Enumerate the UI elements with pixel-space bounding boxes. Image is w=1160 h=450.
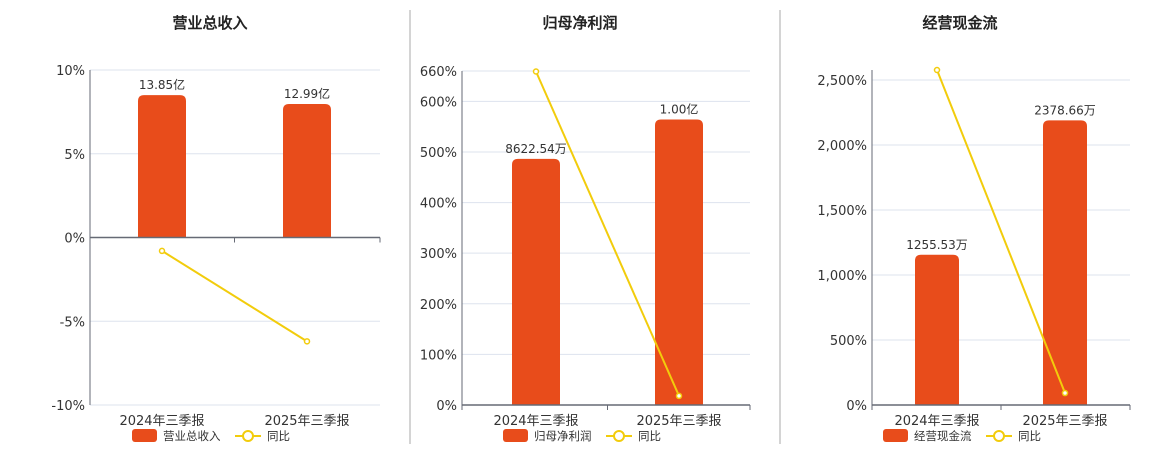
y-tick-label: -5% — [60, 315, 85, 330]
line-point — [933, 66, 941, 74]
line-series — [161, 250, 308, 343]
line-series — [936, 69, 1066, 394]
bar-data-label: 1.00亿 — [660, 102, 699, 117]
legend-line-marker — [993, 430, 1005, 442]
y-tick-label: 200% — [420, 298, 457, 313]
y-tick-label: 0% — [436, 399, 457, 414]
legend-bar-label: 营业总收入 — [163, 429, 221, 443]
legend-line-label: 同比 — [638, 429, 661, 443]
x-category-label: 2025年三季报 — [264, 414, 349, 429]
bar-data-label: 1255.53万 — [906, 238, 968, 252]
line-point — [675, 392, 683, 400]
y-tick-label: 10% — [56, 64, 85, 79]
y-tick-label: 2,000% — [817, 139, 867, 154]
legend-bar-label: 经营现金流 — [914, 429, 972, 443]
bar-data-label: 8622.54万 — [505, 142, 567, 156]
bar-data-label: 2378.66万 — [1034, 103, 1096, 117]
legend-line-marker — [242, 430, 254, 442]
y-tick-label: 0% — [64, 232, 85, 247]
bar-data-label: 12.99亿 — [284, 86, 330, 101]
bar — [138, 95, 186, 238]
x-category-label: 2024年三季报 — [119, 414, 204, 429]
legend-bar-swatch — [883, 429, 908, 442]
y-tick-label: 400% — [420, 197, 457, 212]
bar — [915, 254, 959, 405]
y-tick-label: -10% — [51, 399, 85, 414]
legend-line-label: 同比 — [267, 429, 290, 443]
y-tick-label: 2,500% — [817, 74, 867, 89]
y-tick-label: 1,000% — [817, 269, 867, 284]
bar — [512, 158, 560, 405]
y-tick-label: 500% — [830, 334, 867, 349]
chart-title: 经营现金流 — [922, 14, 997, 32]
y-tick-label: 1,500% — [817, 204, 867, 219]
line-point — [1061, 389, 1069, 397]
line-point — [532, 68, 540, 75]
bar-data-label: 13.85亿 — [139, 77, 185, 92]
y-tick-label: 500% — [420, 146, 457, 161]
y-tick-label: 5% — [64, 148, 85, 163]
line-point — [303, 338, 311, 345]
legend-line-label: 同比 — [1018, 429, 1041, 443]
line-point — [158, 247, 166, 255]
x-category-label: 2025年三季报 — [1022, 414, 1107, 429]
y-tick-label: 300% — [420, 247, 457, 262]
x-category-label: 2024年三季报 — [894, 414, 979, 429]
chart-title: 营业总收入 — [172, 14, 247, 32]
x-category-label: 2024年三季报 — [493, 414, 578, 429]
y-tick-label: 660% — [420, 65, 457, 80]
bar — [283, 104, 331, 238]
legend-bar-swatch — [503, 429, 528, 442]
y-tick-label: 0% — [846, 399, 867, 414]
legend-line-marker — [613, 430, 625, 442]
y-tick-label: 100% — [420, 348, 457, 363]
y-tick-label: 600% — [420, 95, 457, 110]
line-series — [535, 71, 680, 397]
chart-title: 归母净利润 — [542, 14, 617, 32]
legend-bar-swatch — [132, 429, 157, 442]
legend-bar-label: 归母净利润 — [534, 429, 592, 443]
bar — [655, 119, 703, 406]
x-category-label: 2025年三季报 — [636, 414, 721, 429]
bar — [1043, 120, 1087, 405]
